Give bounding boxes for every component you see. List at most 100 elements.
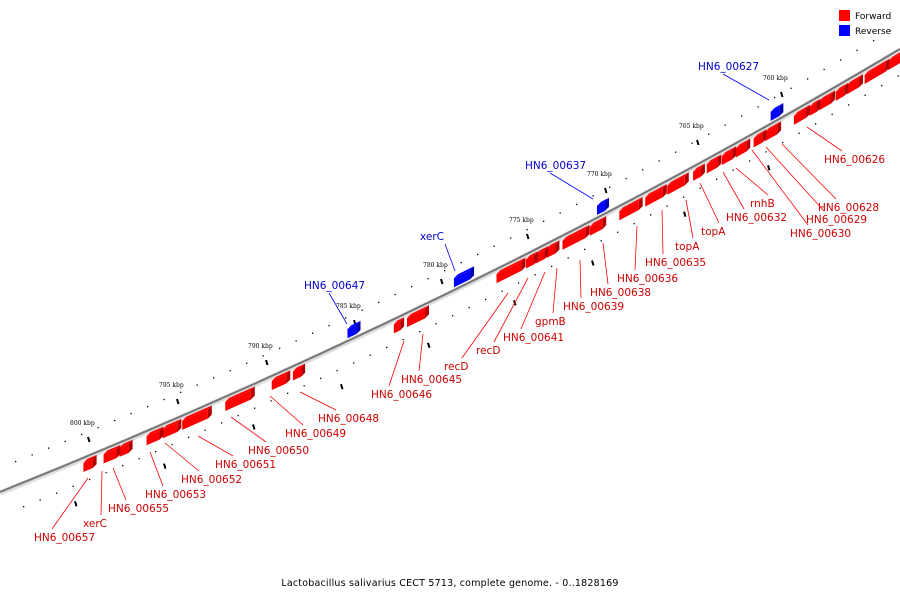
forward-label-leader <box>765 146 825 212</box>
forward-gene-block <box>271 370 291 391</box>
minor-tick-dot <box>460 261 462 264</box>
minor-tick-dot <box>477 253 479 256</box>
forward-gene-block <box>706 154 722 174</box>
minor-tick-dot <box>716 178 718 180</box>
kbp-tick-label: 770 kbp <box>587 171 612 178</box>
reverse-gene-block <box>597 197 609 215</box>
minor-tick-dot <box>666 205 668 207</box>
minor-tick-dot <box>526 229 528 231</box>
kbp-tick-label: 800 kbp <box>70 420 95 427</box>
forward-gene-label: HN6_00626 <box>824 154 885 166</box>
forward-gene-block <box>162 418 182 439</box>
minor-tick-dot <box>303 385 305 387</box>
reverse-gene-block <box>347 320 361 339</box>
minor-tick-dot <box>435 323 437 325</box>
minor-tick-dot <box>823 68 825 71</box>
forward-gene-label: HN6_00629 <box>806 214 867 226</box>
minor-tick-dot <box>328 324 330 327</box>
forward-label-leader <box>51 477 89 530</box>
minor-tick-dot <box>229 369 231 372</box>
forward-gene-block <box>693 163 705 181</box>
minor-tick-dot <box>345 317 347 319</box>
minor-tick-dot <box>782 141 784 144</box>
kbp-tick-mark <box>767 165 771 171</box>
minor-tick-dot <box>873 39 875 42</box>
forward-label-leader <box>100 470 103 516</box>
minor-tick-dot <box>617 231 619 233</box>
minor-tick-dot <box>287 392 289 395</box>
legend-forward-swatch <box>839 10 850 21</box>
minor-tick-dot <box>840 59 842 61</box>
gene-blocks <box>83 52 900 472</box>
forward-label-leader <box>751 149 809 226</box>
forward-label-leader <box>388 340 405 387</box>
kbp-tick-mark <box>440 278 444 285</box>
forward-gene-label: HN6_00630 <box>790 228 851 240</box>
minor-tick-dot <box>468 306 470 309</box>
minor-tick-dot <box>270 400 272 402</box>
reverse-label-leader <box>444 243 456 272</box>
minor-tick-dot <box>493 245 495 247</box>
forward-label-leader <box>493 277 529 343</box>
minor-tick-dot <box>180 391 182 394</box>
forward-gene-block <box>846 74 864 95</box>
kbp-tick-mark <box>252 424 256 430</box>
forward-gene-block <box>735 138 751 158</box>
minor-tick-dot <box>444 270 446 272</box>
forward-gene-block <box>645 184 667 207</box>
minor-tick-dot <box>559 212 561 214</box>
forward-gene-block <box>721 146 737 166</box>
forward-label-leader <box>418 333 424 372</box>
minor-tick-dot <box>741 115 743 117</box>
forward-gene-label: HN6_00628 <box>818 202 879 214</box>
minor-tick-dot <box>807 78 809 80</box>
kbp-tick-label: 785 kbp <box>336 303 361 310</box>
minor-tick-dot <box>609 186 611 188</box>
minor-tick-dot <box>856 49 858 51</box>
minor-tick-dot <box>452 315 454 317</box>
forward-gene-block <box>525 251 539 269</box>
forward-label-leader <box>299 391 337 411</box>
genome-backbone-line <box>0 48 900 493</box>
forward-gene-block <box>835 82 849 101</box>
legend-forward-label: Forward <box>855 12 891 22</box>
forward-gene-block <box>888 52 900 70</box>
minor-tick-dot <box>864 94 866 96</box>
genome-backbone <box>0 47 900 496</box>
forward-gene-block <box>83 454 97 472</box>
forward-gene-label: HN6_00645 <box>401 374 462 386</box>
minor-tick-dot <box>510 237 512 239</box>
forward-label-leader <box>269 395 304 426</box>
kbp-tick-label: 795 kbp <box>159 382 184 389</box>
minor-tick-dot <box>757 106 759 108</box>
forward-gene-block <box>667 172 689 195</box>
minor-tick-dot <box>336 369 338 372</box>
kbp-tick-label: 775 kbp <box>509 217 534 224</box>
minor-tick-dot <box>138 458 140 460</box>
minor-tick-dot <box>889 30 891 32</box>
minor-tick-dot <box>848 104 850 106</box>
forward-gene-block <box>119 439 133 457</box>
forward-gene-block <box>496 257 526 284</box>
minor-tick-dot <box>576 203 578 206</box>
legend-reverse-label: Reverse <box>855 27 892 37</box>
forward-gene-label: HN6_00648 <box>318 413 379 425</box>
kbp-tick-mark <box>526 233 530 240</box>
forward-gene-block <box>393 317 405 334</box>
minor-tick-dot <box>551 265 553 267</box>
minor-tick-dot <box>501 290 503 292</box>
kbp-tick-mark <box>265 359 269 366</box>
minor-tick-dot <box>699 187 701 189</box>
forward-label-leader <box>197 435 234 457</box>
forward-label-leader <box>520 271 546 330</box>
kbp-tick-mark <box>340 383 344 390</box>
legend: Forward Reverse <box>839 10 892 37</box>
forward-gene-label: HN6_00657 <box>34 532 95 544</box>
minor-tick-dot <box>254 407 256 409</box>
forward-label-leader <box>112 467 127 501</box>
forward-gene-block <box>619 196 643 221</box>
forward-label-leader <box>149 451 164 487</box>
forward-gene-label: recD <box>476 345 500 357</box>
